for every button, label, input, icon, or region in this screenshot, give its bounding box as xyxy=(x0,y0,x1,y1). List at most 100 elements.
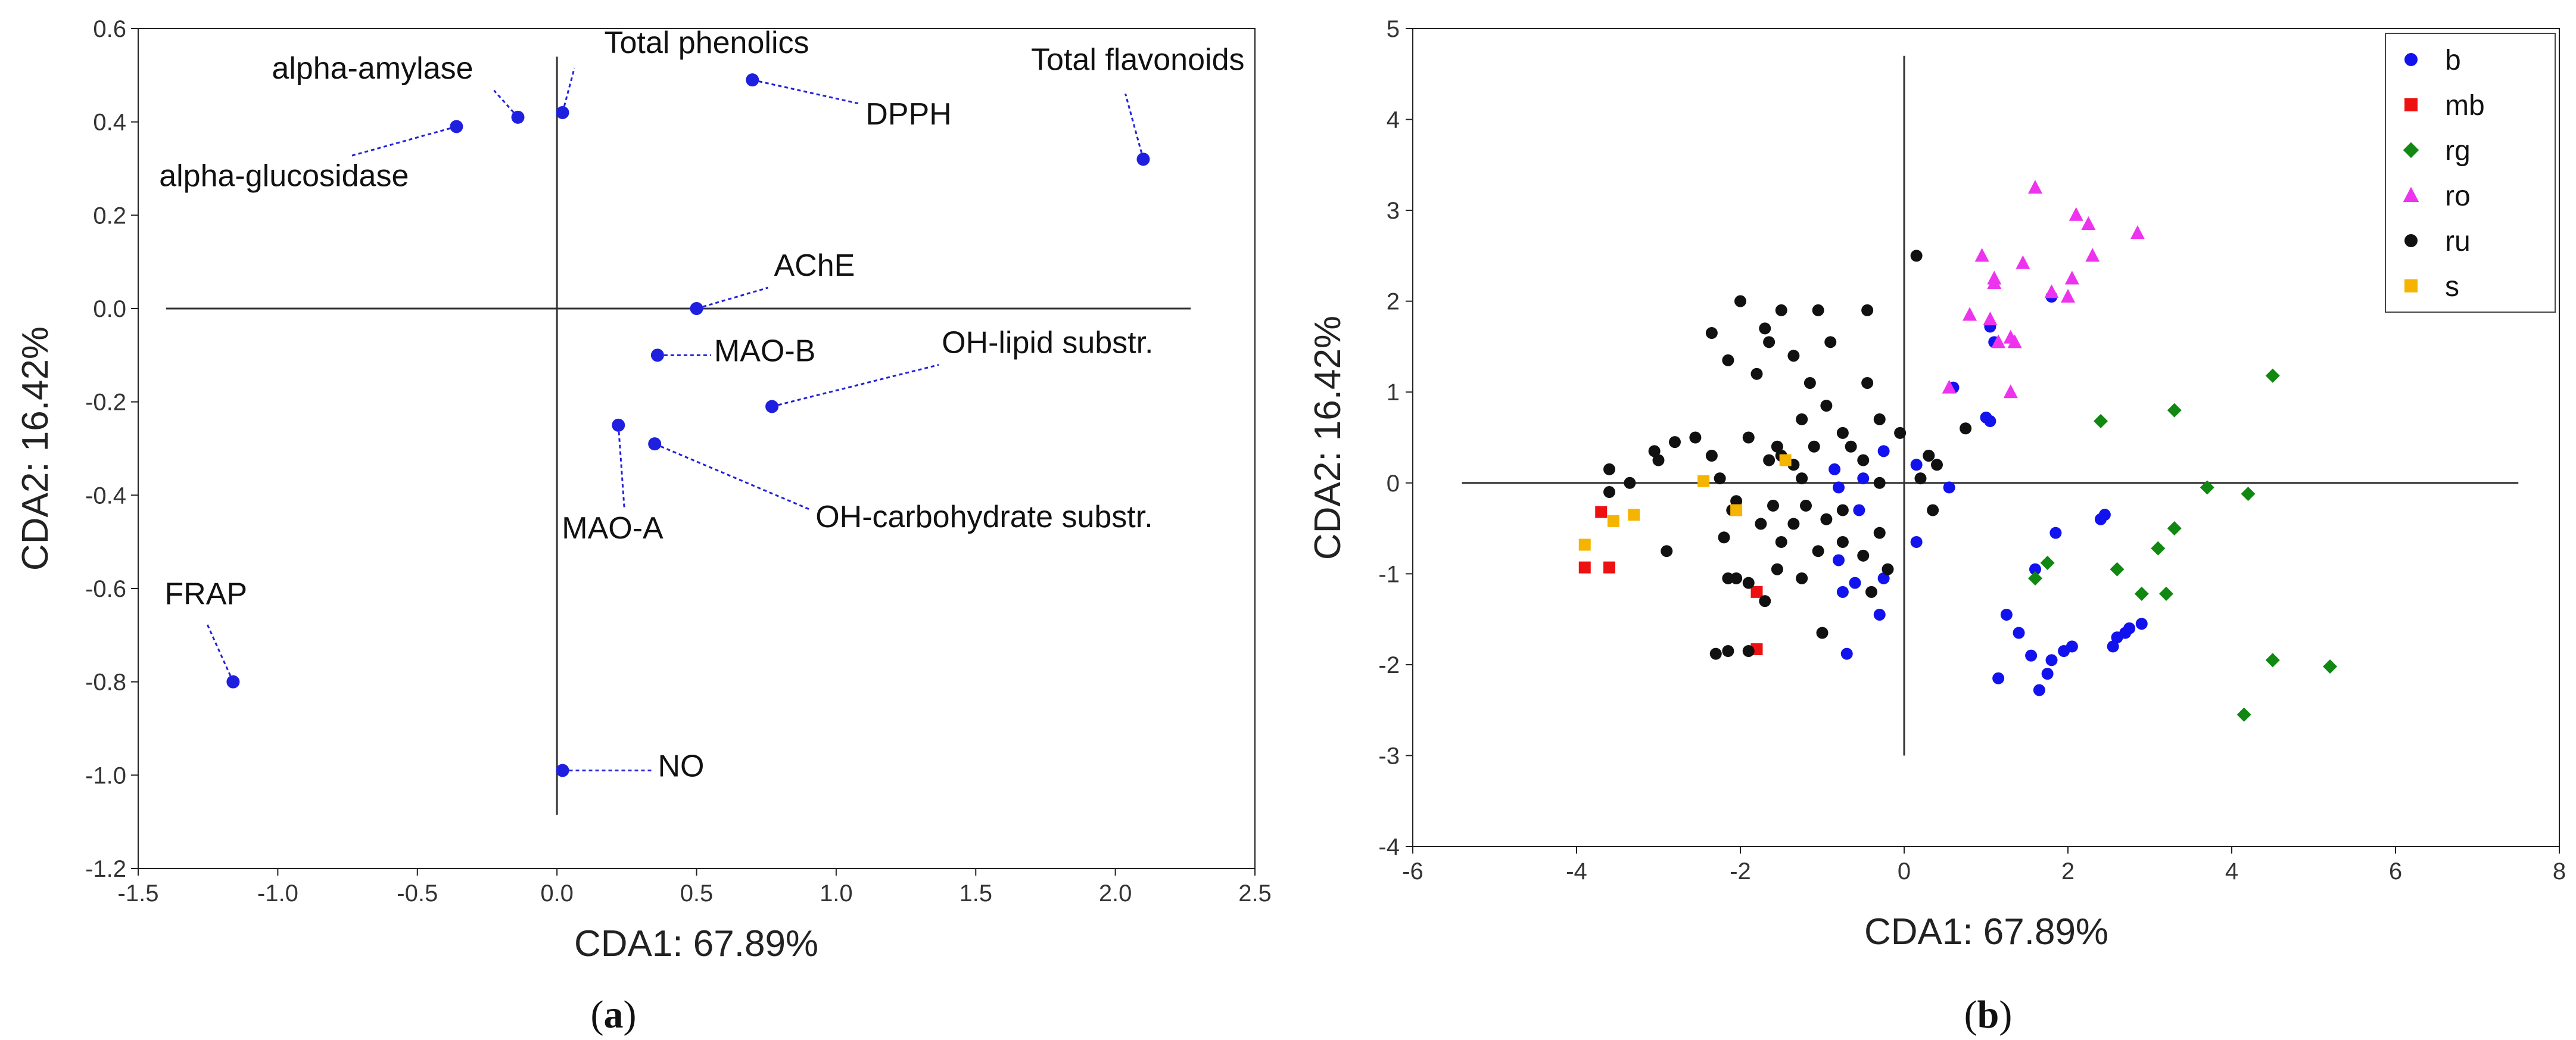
variable-point xyxy=(648,437,662,451)
data-point-ro xyxy=(1987,275,2002,289)
data-point-ro xyxy=(2016,255,2030,269)
data-point-b xyxy=(2000,608,2013,621)
data-point-ro xyxy=(1991,334,2006,348)
data-point-ru xyxy=(1865,586,1877,598)
variable-label: alpha-amylase xyxy=(272,51,473,86)
data-point-ru xyxy=(1820,513,1833,525)
data-point-rg xyxy=(2110,562,2125,577)
leader-line xyxy=(1125,93,1144,160)
data-point-ru xyxy=(1836,426,1849,439)
data-point-ru xyxy=(1705,450,1718,462)
legend-label-mb: mb xyxy=(2445,90,2485,122)
data-point-rg xyxy=(2040,556,2055,571)
panel-a-x-tick-label: 1.5 xyxy=(959,880,992,907)
data-point-rg xyxy=(2134,586,2149,601)
data-point-ru xyxy=(1861,304,1874,316)
leader-line xyxy=(205,622,234,683)
panel-b-legend: b mb rg ro ru s xyxy=(2385,33,2556,313)
leader-line xyxy=(654,443,810,510)
data-point-rg xyxy=(2323,659,2337,674)
data-point-ru xyxy=(1742,577,1755,589)
data-point-b xyxy=(1873,608,1886,621)
data-point-ru xyxy=(1857,549,1870,562)
panel-b-y-tick-label: -1 xyxy=(1378,561,1400,587)
data-point-ru xyxy=(1669,436,1681,449)
data-point-ro xyxy=(1974,248,1989,262)
data-point-ro xyxy=(2044,284,2059,298)
data-point-b xyxy=(1849,577,1861,589)
data-point-ru xyxy=(1787,350,1800,362)
variable-label: OH-carbohydrate substr. xyxy=(815,500,1152,534)
panel-a-y-tick-label: 0.0 xyxy=(93,296,126,322)
data-point-b xyxy=(1833,554,1845,566)
variable-point xyxy=(450,120,463,133)
panel-b-y-tick-label: 4 xyxy=(1387,107,1400,133)
data-point-ru xyxy=(1800,499,1812,512)
variable-point xyxy=(1136,152,1150,166)
data-point-ru xyxy=(1603,463,1615,475)
data-point-ru xyxy=(1652,454,1665,466)
data-point-ro xyxy=(1942,379,1957,394)
panel-a-plot-frame xyxy=(138,28,1256,869)
data-point-b xyxy=(2025,649,2038,662)
data-point-b xyxy=(1833,481,1845,494)
data-point-b xyxy=(2123,622,2136,634)
variable-label: Total phenolics xyxy=(605,26,809,60)
data-point-ru xyxy=(1771,563,1783,575)
data-point-b xyxy=(1877,572,1890,584)
data-point-b xyxy=(2095,513,2107,525)
data-point-ru xyxy=(1734,295,1746,307)
panel-a-x-tick-label: 2.5 xyxy=(1238,880,1272,907)
panel-a-x-tick-label: -0.5 xyxy=(397,880,438,907)
data-point-ru xyxy=(1759,595,1771,608)
data-point-ro xyxy=(2081,216,2096,230)
data-point-b xyxy=(1910,535,1923,548)
data-point-ro xyxy=(2064,270,2079,285)
data-point-ro xyxy=(2085,248,2100,262)
data-point-b xyxy=(2033,684,2045,696)
data-point-rg xyxy=(2237,707,2251,722)
panel-b-y-tick-label: 3 xyxy=(1387,198,1400,224)
data-point-ru xyxy=(1812,545,1824,558)
data-point-ru xyxy=(1873,477,1886,489)
data-point-mb xyxy=(1595,506,1608,518)
data-point-b xyxy=(1829,463,1841,475)
data-point-ru xyxy=(1742,431,1755,444)
variable-point xyxy=(226,675,240,689)
panel-b-caption: (b) xyxy=(1964,993,2013,1036)
data-point-rg xyxy=(2151,541,2166,556)
panel-a-x-tick-label: 2.0 xyxy=(1099,880,1132,907)
data-point-ru xyxy=(1722,572,1734,584)
variable-label: FRAP xyxy=(164,577,247,612)
data-point-ru xyxy=(1796,413,1808,425)
data-point-ru xyxy=(1803,376,1816,389)
data-point-ru xyxy=(1709,647,1722,660)
variable-label: MAO-A xyxy=(562,511,664,546)
data-point-ru xyxy=(1927,504,1939,516)
panel-a-x-tick-label: 1.0 xyxy=(820,880,853,907)
legend-label-b: b xyxy=(2445,45,2461,76)
data-point-mb xyxy=(1750,586,1763,598)
panel-a-y-tick-label: 0.6 xyxy=(93,16,126,42)
panel-a-chart: -1.5 -1.0 -0.5 0.0 0.5 1.0 1.5 2.0 2.5 0.6 0.4 0.2 0… xyxy=(15,16,1272,1036)
data-point-s xyxy=(1779,454,1792,466)
data-point-ru xyxy=(1845,440,1857,453)
data-point-s xyxy=(1607,515,1619,527)
data-point-b xyxy=(1840,647,1853,660)
legend-marker-rg xyxy=(2403,142,2419,158)
data-point-ru xyxy=(1775,535,1787,548)
variable-label: DPPH xyxy=(865,97,951,132)
data-point-rg xyxy=(2159,586,2173,601)
legend-marker-mb xyxy=(2404,98,2418,111)
data-point-ru xyxy=(1882,563,1894,575)
data-point-ro xyxy=(2069,207,2083,221)
data-point-b xyxy=(2045,654,2058,667)
panel-b-y-tick-label: -2 xyxy=(1378,652,1400,678)
data-point-ru xyxy=(1931,459,1943,471)
panel-a-y-tick-label: 0.4 xyxy=(93,110,126,136)
variable-label: Total flavonoids xyxy=(1031,42,1244,77)
variable-point xyxy=(556,106,569,119)
data-point-b xyxy=(2029,563,2041,575)
data-point-ru xyxy=(1873,413,1886,425)
data-point-rg xyxy=(2265,653,2280,668)
